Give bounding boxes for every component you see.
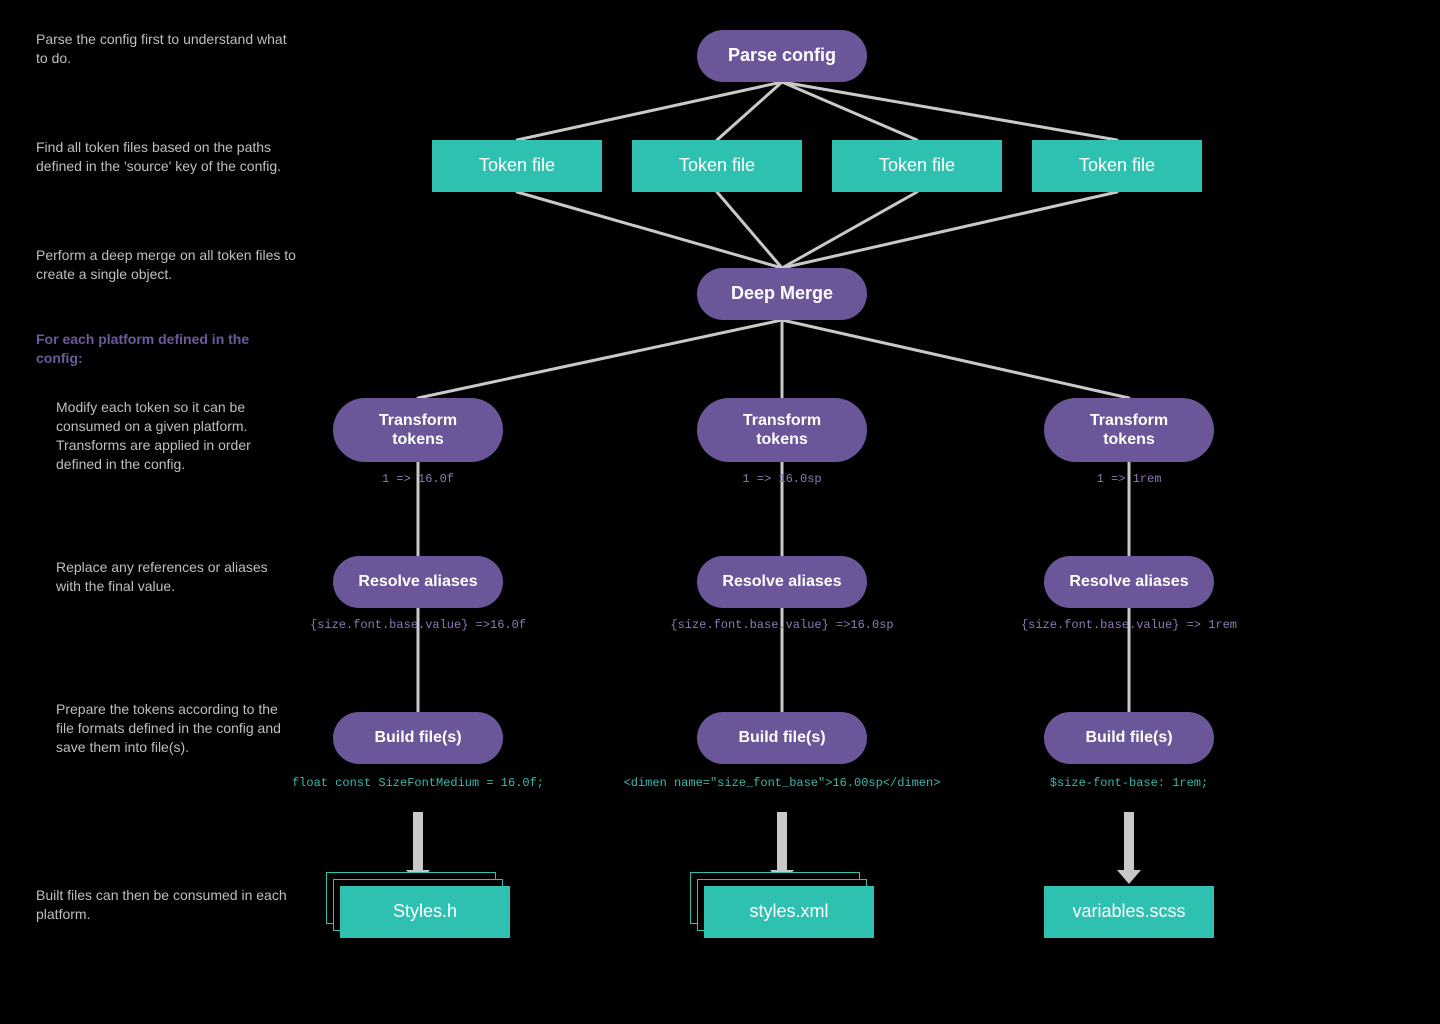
node-build-a: Build file(s) (333, 712, 503, 764)
node-token2: Token file (632, 140, 802, 192)
desc-output: Built files can then be consumed in each… (36, 886, 296, 924)
code-r-a: {size.font.base.value} =>16.0f (238, 618, 598, 632)
node-token4: Token file (1032, 140, 1202, 192)
node-transform-b: Transformtokens (697, 398, 867, 462)
desc-merge: Perform a deep merge on all token files … (36, 246, 296, 284)
node-transform-a: Transformtokens (333, 398, 503, 462)
node-resolve-c: Resolve aliases (1044, 556, 1214, 608)
desc-find: Find all token files based on the paths … (36, 138, 296, 176)
desc-transform: Modify each token so it can be consumed … (36, 398, 296, 474)
code-r-b: {size.font.base.value} =>16.0sp (602, 618, 962, 632)
node-token1: Token file (432, 140, 602, 192)
code-r-c: {size.font.base.value} => 1rem (949, 618, 1309, 632)
node-out-a: Styles.h (340, 886, 510, 938)
code-b-a: float const SizeFontMedium = 16.0f; (238, 776, 598, 790)
node-out-c: variables.scss (1044, 886, 1214, 938)
desc-parse: Parse the config first to understand wha… (36, 30, 296, 68)
node-build-b: Build file(s) (697, 712, 867, 764)
code-b-c: $size-font-base: 1rem; (949, 776, 1309, 790)
code-t-c: 1 => 1rem (949, 472, 1309, 486)
node-token3: Token file (832, 140, 1002, 192)
node-deep-merge: Deep Merge (697, 268, 867, 320)
node-out-b: styles.xml (704, 886, 874, 938)
desc-build: Prepare the tokens according to the file… (36, 700, 296, 757)
node-resolve-a: Resolve aliases (333, 556, 503, 608)
desc-foreach: For each platform defined in the config: (36, 330, 296, 368)
code-t-a: 1 => 16.0f (238, 472, 598, 486)
node-transform-c: Transformtokens (1044, 398, 1214, 462)
code-b-b: <dimen name="size_font_base">16.00sp</di… (602, 776, 962, 790)
desc-resolve: Replace any references or aliases with t… (36, 558, 296, 596)
node-resolve-b: Resolve aliases (697, 556, 867, 608)
node-parse-config: Parse config (697, 30, 867, 82)
code-t-b: 1 => 16.0sp (602, 472, 962, 486)
node-build-c: Build file(s) (1044, 712, 1214, 764)
